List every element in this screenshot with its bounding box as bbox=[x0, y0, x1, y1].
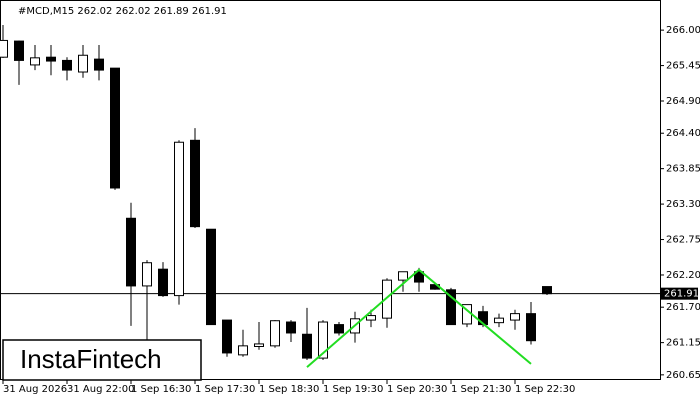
candle-body bbox=[46, 56, 56, 62]
candle-body bbox=[286, 321, 296, 334]
candle-body bbox=[158, 268, 168, 297]
y-tick-label: 264.40 bbox=[666, 128, 700, 139]
chart-title: #MCD,M15 262.02 262.02 261.89 261.91 bbox=[18, 6, 227, 17]
x-tick-label: 1 Sep 20:30 bbox=[387, 384, 447, 395]
candle-body bbox=[494, 317, 504, 324]
x-tick-label: 1 Sep 21:30 bbox=[451, 384, 511, 395]
x-tick-label: 1 Sep 18:30 bbox=[259, 384, 319, 395]
candle-body bbox=[398, 271, 408, 281]
y-tick-label: 260.65 bbox=[666, 370, 700, 381]
candle-body bbox=[334, 324, 344, 334]
candle-body bbox=[110, 67, 120, 189]
candle-body bbox=[126, 217, 136, 287]
x-tick-label: 1 Sep 17:30 bbox=[195, 384, 255, 395]
x-tick-label: 1 Sep 22:30 bbox=[515, 384, 575, 395]
x-tick-label: 31 Aug 2026 bbox=[3, 384, 67, 395]
candle-body bbox=[238, 345, 248, 356]
candle-body bbox=[190, 139, 200, 228]
y-tick-label: 261.15 bbox=[666, 338, 700, 349]
y-tick-label: 262.75 bbox=[666, 235, 700, 246]
x-tick-label: 31 Aug 22:00 bbox=[67, 384, 134, 395]
pattern-line bbox=[306, 268, 532, 368]
current-price-label: 261.91 bbox=[664, 289, 699, 300]
candle-body bbox=[30, 57, 40, 66]
y-tick-label: 265.45 bbox=[666, 61, 700, 72]
candle-body bbox=[142, 262, 152, 287]
candle-body bbox=[542, 286, 552, 295]
y-tick-label: 261.70 bbox=[666, 302, 700, 313]
candle-body bbox=[94, 58, 104, 71]
y-tick-label: 263.30 bbox=[666, 199, 700, 210]
y-tick-label: 262.20 bbox=[666, 270, 700, 281]
candle-body bbox=[254, 343, 264, 347]
candle-body bbox=[318, 321, 328, 359]
candle-body bbox=[78, 54, 88, 73]
current-price-box bbox=[661, 287, 698, 300]
candle-body bbox=[62, 59, 72, 71]
candle-body bbox=[510, 313, 520, 321]
candle-body bbox=[206, 228, 216, 326]
candle-body bbox=[414, 271, 424, 283]
candle-body bbox=[446, 289, 456, 326]
x-tick-label: 1 Sep 16:30 bbox=[131, 384, 191, 395]
candle-body bbox=[0, 39, 8, 58]
candle-body bbox=[382, 279, 392, 319]
candle-body bbox=[270, 320, 280, 347]
watermark-box bbox=[2, 339, 202, 381]
candle-body bbox=[14, 40, 24, 61]
y-tick-label: 266.00 bbox=[666, 25, 700, 36]
candle-body bbox=[302, 333, 312, 359]
candle-body bbox=[222, 319, 232, 354]
y-tick-label: 264.90 bbox=[666, 96, 700, 107]
plot-frame bbox=[0, 0, 661, 380]
candle-body bbox=[526, 313, 536, 342]
x-tick-label: 1 Sep 19:30 bbox=[323, 384, 383, 395]
candle-body bbox=[174, 141, 184, 297]
y-tick-label: 263.85 bbox=[666, 164, 700, 175]
candle-body bbox=[366, 315, 376, 321]
watermark: InstaFintech bbox=[20, 344, 162, 374]
